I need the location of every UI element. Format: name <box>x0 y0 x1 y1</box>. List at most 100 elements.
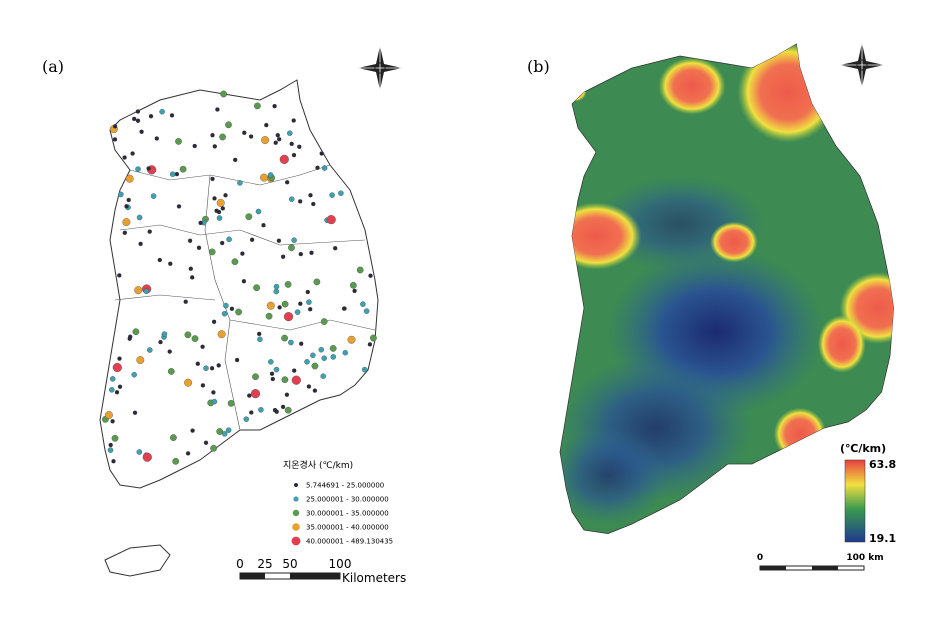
legend-swatch <box>291 536 301 546</box>
point <box>136 356 145 365</box>
point <box>187 238 193 243</box>
colorbar-max: 63.8 <box>869 458 896 471</box>
point <box>240 251 245 256</box>
point <box>174 171 180 177</box>
point <box>261 136 270 145</box>
panel-label: (b) <box>527 57 550 76</box>
point <box>203 365 209 371</box>
point <box>284 281 292 288</box>
point <box>210 176 215 182</box>
point <box>326 215 336 225</box>
point <box>368 273 373 278</box>
point <box>117 273 122 278</box>
point <box>245 213 253 221</box>
point <box>360 301 366 307</box>
point <box>242 130 247 135</box>
point <box>225 427 232 433</box>
borehole-points <box>102 90 377 465</box>
scale-tick: 0 <box>236 557 244 571</box>
point <box>255 208 262 215</box>
point <box>219 133 226 141</box>
point <box>249 410 254 415</box>
point <box>161 331 168 337</box>
point <box>279 154 289 164</box>
compass <box>840 43 884 87</box>
point <box>288 339 294 346</box>
point <box>114 390 120 395</box>
point <box>216 198 225 207</box>
point <box>252 373 259 381</box>
point <box>136 214 143 221</box>
point <box>183 299 188 304</box>
legend-swatch <box>292 523 300 531</box>
point <box>170 434 177 441</box>
point <box>147 347 153 353</box>
jeju-island <box>104 544 171 577</box>
point <box>281 334 288 342</box>
point <box>111 459 116 464</box>
point <box>109 376 116 382</box>
point <box>159 108 165 115</box>
point <box>132 410 138 415</box>
point <box>167 368 175 375</box>
point <box>220 240 225 246</box>
point <box>280 254 286 259</box>
point <box>134 286 143 295</box>
point <box>289 141 294 147</box>
point <box>304 359 310 365</box>
point <box>260 173 268 182</box>
point <box>150 193 157 199</box>
point <box>209 366 215 371</box>
point <box>320 373 326 379</box>
point <box>104 411 113 419</box>
point <box>126 197 131 203</box>
point <box>273 140 278 145</box>
point <box>341 306 347 311</box>
point <box>273 288 280 295</box>
point <box>313 278 321 286</box>
point <box>253 284 260 292</box>
point <box>112 124 118 129</box>
scale-tick: 25 <box>257 557 272 571</box>
point <box>284 392 290 397</box>
point <box>136 449 143 455</box>
point <box>241 279 247 284</box>
point <box>154 136 159 141</box>
point <box>190 275 195 280</box>
point <box>264 122 269 128</box>
point <box>169 113 175 118</box>
point <box>167 349 172 354</box>
compass <box>358 46 402 90</box>
point <box>112 362 122 373</box>
point <box>212 196 217 201</box>
point <box>268 359 274 365</box>
legend-label: 5.744691 - 25.000000 <box>306 482 384 490</box>
point <box>329 192 335 198</box>
colorbar: (℃/km) 63.8 19.1 <box>840 442 896 545</box>
point <box>277 137 282 142</box>
point <box>249 237 255 242</box>
point <box>135 166 141 172</box>
point <box>287 130 293 136</box>
point <box>308 193 313 198</box>
point <box>112 137 118 142</box>
point <box>185 451 191 456</box>
point <box>312 388 318 393</box>
point <box>281 300 289 308</box>
point <box>294 309 301 315</box>
map-outline <box>99 79 379 489</box>
point <box>309 250 314 255</box>
point <box>299 341 304 346</box>
point <box>311 362 319 370</box>
scale-start: 0 <box>757 553 763 563</box>
point <box>108 442 113 448</box>
point <box>158 339 163 345</box>
point <box>273 283 280 290</box>
point <box>306 299 312 305</box>
point <box>370 334 377 342</box>
point <box>122 230 127 235</box>
point <box>172 457 180 465</box>
point <box>135 118 141 123</box>
point <box>347 335 356 344</box>
